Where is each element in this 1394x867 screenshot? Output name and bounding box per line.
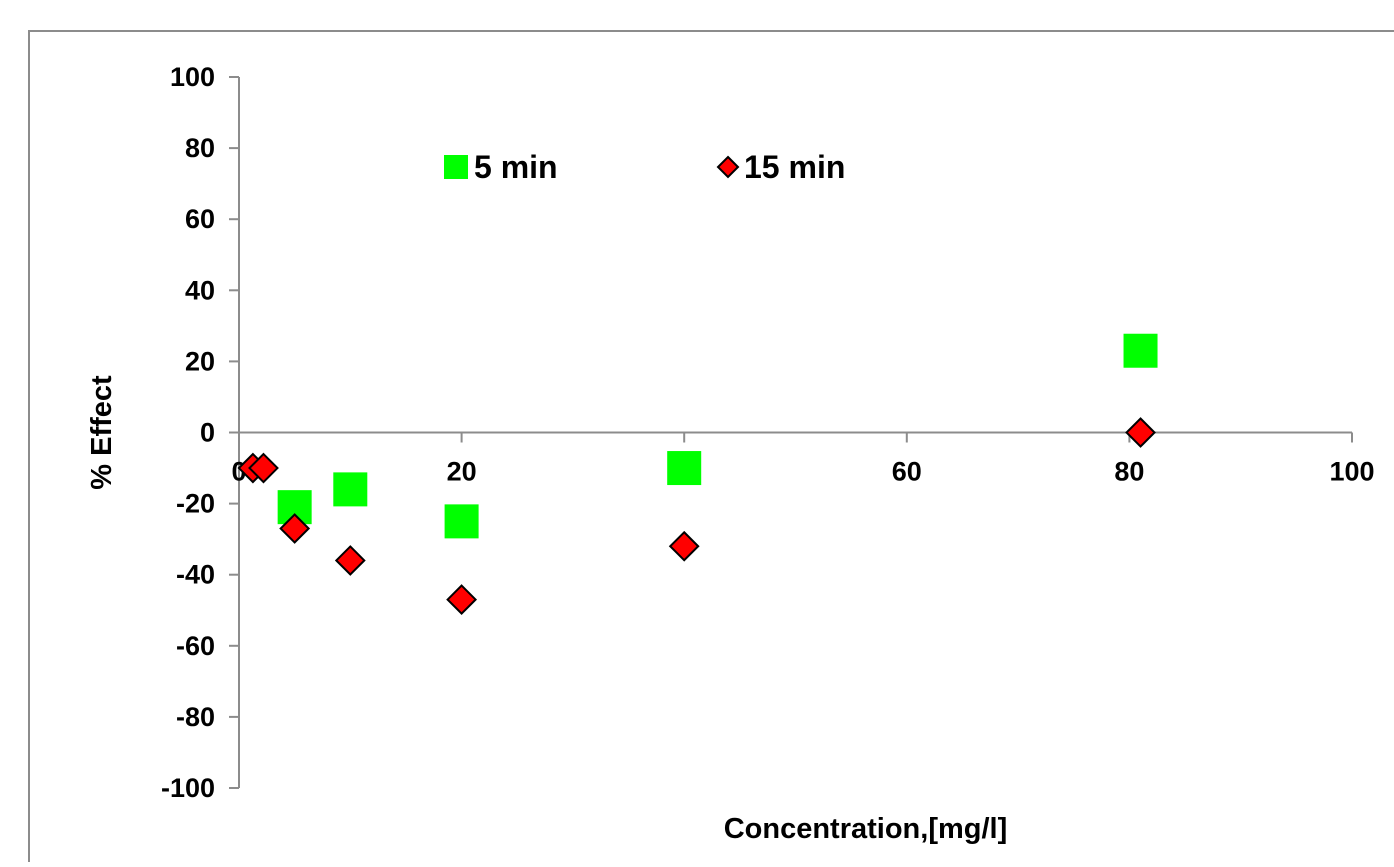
y-tick-label: -80 xyxy=(176,702,215,732)
y-tick-label: 80 xyxy=(185,133,215,163)
y-tick-label: -100 xyxy=(161,773,215,803)
legend-marker xyxy=(716,155,740,179)
data-point xyxy=(1123,333,1158,368)
legend: 5 min 15 min xyxy=(444,149,845,185)
y-tick-label: -40 xyxy=(176,560,215,590)
chart-frame xyxy=(28,30,1394,867)
y-tick-label: -20 xyxy=(176,489,215,519)
y-tick-label: 20 xyxy=(185,346,215,376)
data-point xyxy=(446,584,478,615)
x-tick-label: 80 xyxy=(1114,457,1144,487)
x-tick-label: 60 xyxy=(892,457,922,487)
series-15-min xyxy=(237,417,1156,615)
data-point xyxy=(333,472,368,507)
data-point xyxy=(248,452,279,484)
y-tick-label: -60 xyxy=(176,631,215,661)
series-5-min xyxy=(277,333,1158,539)
y-tick-label: 0 xyxy=(200,418,215,448)
data-point xyxy=(279,513,311,544)
axes: 100806040200-20-40-60-80-100020406080100… xyxy=(86,62,1375,845)
data-point xyxy=(1125,417,1156,448)
legend-marker xyxy=(444,155,468,179)
legend-item: 5 min xyxy=(444,149,558,185)
y-tick-label: 40 xyxy=(185,275,215,305)
legend-label: 15 min xyxy=(744,149,845,185)
legend-item: 15 min xyxy=(716,149,845,185)
data-point xyxy=(444,504,479,539)
y-axis-title: % Effect xyxy=(86,375,118,490)
x-axis-title: Concentration,[mg/l] xyxy=(724,813,1008,845)
y-tick-label: 100 xyxy=(170,62,215,92)
x-tick-label: 20 xyxy=(447,457,477,487)
legend-label: 5 min xyxy=(474,149,558,185)
data-point xyxy=(667,451,702,486)
y-tick-label: 60 xyxy=(185,204,215,234)
data-point xyxy=(668,530,700,562)
x-tick-label: 100 xyxy=(1329,457,1374,487)
data-point xyxy=(334,545,366,576)
data-points xyxy=(237,333,1158,615)
